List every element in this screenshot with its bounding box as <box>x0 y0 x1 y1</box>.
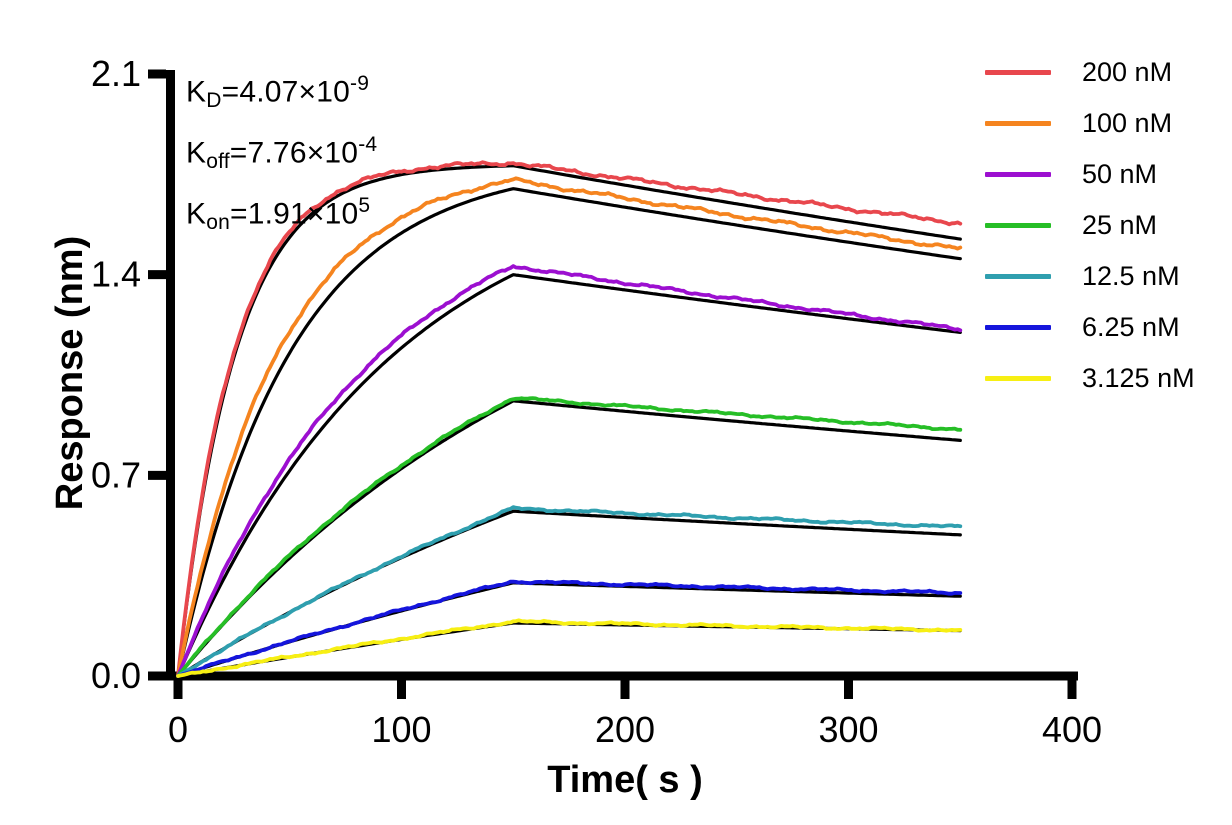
series-curve-100-nM <box>176 176 963 678</box>
kd-subscript: D <box>206 88 222 112</box>
kon-symbol: K <box>186 197 207 231</box>
fit-curve-100-nM <box>176 187 962 678</box>
kon-exponent: 5 <box>358 193 371 217</box>
koff-symbol: K <box>186 136 207 170</box>
x-tick-label: 0 <box>168 709 188 750</box>
kd-exponent: -9 <box>350 72 370 95</box>
fit-curve-25-nM <box>176 399 962 678</box>
series-curve-50-nM <box>176 264 963 678</box>
fit-curve-3.125-nM <box>176 621 962 678</box>
y-tick-label: 2.1 <box>91 53 141 94</box>
x-tick-label: 100 <box>371 709 431 750</box>
series-curve-200-nM <box>176 160 963 678</box>
kd-symbol: K <box>186 75 207 109</box>
kd-value: =4.07×10 <box>221 75 350 109</box>
x-tick-label: 200 <box>595 709 655 750</box>
x-tick-label: 300 <box>818 709 878 750</box>
y-tick-label: 0.0 <box>91 655 141 696</box>
kon-subscript: on <box>206 210 230 234</box>
y-axis-title: Response (nm) <box>49 236 91 510</box>
series-curve-25-nM <box>176 396 963 678</box>
series-curve-6.25-nM <box>176 579 963 678</box>
kd-annotation: KD=4.07×10-9 <box>186 62 377 123</box>
koff-subscript: off <box>206 149 230 173</box>
x-axis-title: Time( s ) <box>547 759 703 801</box>
series-curve-12.5-nM <box>176 505 963 678</box>
x-tick-label: 400 <box>1042 709 1102 750</box>
koff-exponent: -4 <box>358 132 378 156</box>
series-curve-3.125-nM <box>176 618 963 678</box>
kinetics-annotation: KD=4.07×10-9 Koff=7.76×10-4 Kon=1.91×105 <box>186 62 377 244</box>
fit-curve-50-nM <box>176 273 962 678</box>
y-tick-label: 0.7 <box>91 454 141 495</box>
kon-value: =1.91×10 <box>229 197 359 231</box>
kon-annotation: Kon=1.91×105 <box>186 184 377 245</box>
fit-curve-200-nM <box>176 164 962 678</box>
koff-value: =7.76×10 <box>229 136 359 170</box>
koff-annotation: Koff=7.76×10-4 <box>186 123 377 184</box>
y-tick-label: 1.4 <box>91 254 141 295</box>
